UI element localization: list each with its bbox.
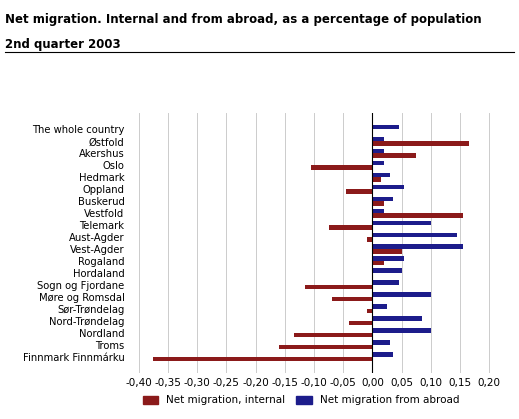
Bar [279, 344, 372, 349]
Bar [372, 173, 390, 177]
Bar [372, 280, 399, 285]
Bar [372, 304, 387, 309]
Bar [372, 340, 390, 344]
Bar [372, 220, 431, 225]
Bar [305, 285, 372, 290]
Bar [372, 125, 399, 129]
Bar [372, 328, 431, 333]
Bar [346, 189, 372, 194]
Bar [372, 201, 384, 206]
Bar [372, 352, 393, 357]
Bar [372, 153, 416, 158]
Legend: Net migration, internal, Net migration from abroad: Net migration, internal, Net migration f… [139, 391, 463, 410]
Bar [372, 197, 393, 201]
Bar [372, 261, 384, 266]
Bar [372, 233, 457, 237]
Bar [372, 213, 463, 218]
Bar [372, 161, 384, 166]
Text: 2nd quarter 2003: 2nd quarter 2003 [5, 38, 121, 51]
Bar [372, 149, 384, 153]
Bar [349, 321, 372, 325]
Bar [294, 333, 372, 337]
Bar [372, 292, 431, 297]
Bar [329, 225, 372, 230]
Bar [154, 357, 372, 361]
Bar [372, 137, 384, 142]
Bar [372, 256, 404, 261]
Bar [372, 142, 469, 146]
Bar [366, 237, 372, 242]
Bar [311, 166, 372, 170]
Bar [372, 244, 463, 249]
Bar [372, 209, 384, 213]
Bar [332, 297, 372, 301]
Bar [372, 185, 404, 189]
Bar [372, 177, 381, 182]
Bar [372, 249, 402, 253]
Bar [366, 309, 372, 313]
Bar [372, 268, 402, 273]
Text: Net migration. Internal and from abroad, as a percentage of population: Net migration. Internal and from abroad,… [5, 13, 482, 26]
Bar [372, 316, 422, 321]
